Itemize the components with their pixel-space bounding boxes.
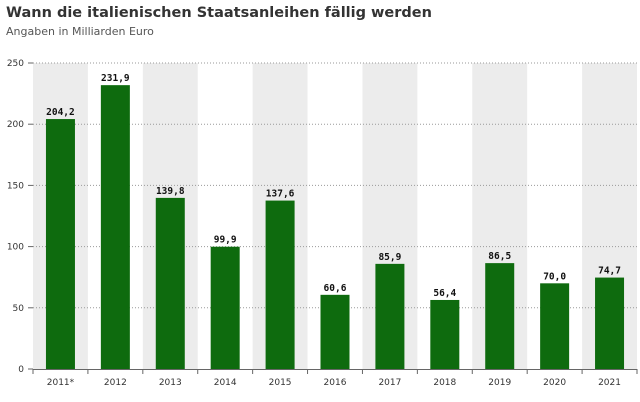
- bar-2013: [155, 197, 185, 369]
- bar-2019: [485, 263, 515, 369]
- bar-2017: [375, 263, 405, 369]
- x-tick-label: 2018: [433, 378, 456, 388]
- x-tick-labels: 2011* 2012 2013 2014 2015 2016 2017 2018 2019 202…: [47, 378, 621, 388]
- bar-2011*: [45, 119, 75, 369]
- axes: [28, 62, 638, 374]
- value-label: 139,8: [156, 186, 185, 197]
- chart-subtitle: Angaben in Milliarden Euro: [6, 25, 154, 38]
- value-label: 231,9: [101, 73, 130, 84]
- y-tick-label: 0: [18, 365, 24, 375]
- bar-2018: [430, 299, 460, 369]
- bar-2020: [540, 283, 570, 369]
- y-tick-label: 100: [7, 243, 24, 253]
- bar-2021: [595, 277, 625, 369]
- value-label: 85,9: [378, 252, 401, 263]
- x-tick-label: 2021: [598, 378, 621, 388]
- value-label: 74,7: [598, 266, 621, 277]
- y-tick-label: 50: [13, 304, 25, 314]
- y-tick-label: 250: [7, 59, 24, 69]
- value-label: 137,6: [266, 189, 295, 200]
- value-labels: 204,2 231,9 139,8 99,9 137,6 60,6 85,9 56,4 86,5…: [46, 73, 621, 299]
- value-label: 60,6: [324, 283, 347, 294]
- y-tick-label: 200: [7, 120, 24, 130]
- x-tick-label: 2016: [324, 378, 347, 388]
- x-tick-label: 2020: [543, 378, 566, 388]
- bar-2016: [320, 294, 350, 369]
- value-label: 56,4: [433, 288, 456, 299]
- y-tick-label: 150: [7, 181, 24, 191]
- y-tick-labels: 0 50 100 150 200 250: [7, 59, 24, 375]
- bar-2014: [210, 246, 240, 369]
- x-tick-label: 2015: [269, 378, 292, 388]
- value-label: 204,2: [46, 107, 75, 118]
- x-tick-label: 2012: [104, 378, 127, 388]
- x-tick-label: 2013: [159, 378, 182, 388]
- x-tick-label: 2011*: [47, 378, 75, 388]
- bar-2015: [265, 200, 295, 369]
- bars: [45, 85, 625, 369]
- bar-2012: [100, 85, 130, 369]
- chart-title: Wann die italienischen Staatsanleihen fä…: [6, 5, 432, 21]
- value-label: 86,5: [488, 251, 511, 262]
- x-tick-label: 2017: [378, 378, 401, 388]
- x-tick-label: 2014: [214, 378, 237, 388]
- x-tick-label: 2019: [488, 378, 511, 388]
- value-label: 99,9: [214, 235, 237, 246]
- value-label: 70,0: [543, 271, 566, 282]
